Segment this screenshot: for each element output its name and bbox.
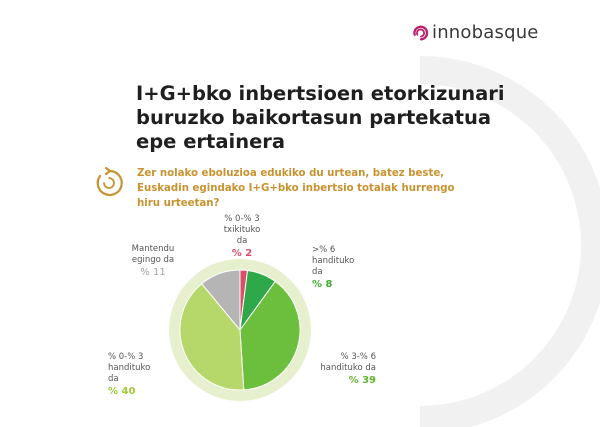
label-value: % 11 [140,267,166,278]
label-slice-2: % 0-% 3 txikituko da % 2 [222,214,262,260]
label-line2: handituko da [320,363,376,373]
label-line1: Mantendu [131,244,175,254]
innobasque-logo: innobasque [412,22,539,43]
label-line1: % 0-% 3 [224,214,260,224]
label-line1: >% 6 [312,245,336,255]
pie-slice-2 [239,280,301,391]
label-value: % 8 [312,279,333,290]
page-title: I+G+bko inbertsioen etorkizunari buruzko… [136,82,505,153]
survey-question: Zer nolako eboluzioa edukiko du urtean, … [137,168,455,209]
label-value: % 2 [231,248,253,259]
label-line1: % 0-% 3 [108,352,144,362]
label-line1: % 3-% 6 [340,352,376,362]
label-value: % 40 [108,386,136,397]
label-slice-11: Mantendu egingo da % 11 [130,244,176,279]
label-slice-8: >% 6 handituko da % 8 [312,245,360,291]
logo-text: innobasque [432,22,539,43]
pie-slice-4 [201,269,241,332]
label-slice-39: % 3-% 6 handituko da % 39 [320,352,376,387]
label-line2: egingo da [131,255,175,265]
label-value: % 39 [348,375,376,386]
label-line2: handituko da [108,363,151,384]
label-line2: txikituko da [223,225,261,246]
label-line2: handituko da [312,256,355,277]
refresh-cycle-icon [96,166,123,197]
innobasque-logo-icon [413,25,429,40]
label-slice-40: % 0-% 3 handituko da % 40 [108,352,156,398]
pie-slice-3 [179,283,245,391]
